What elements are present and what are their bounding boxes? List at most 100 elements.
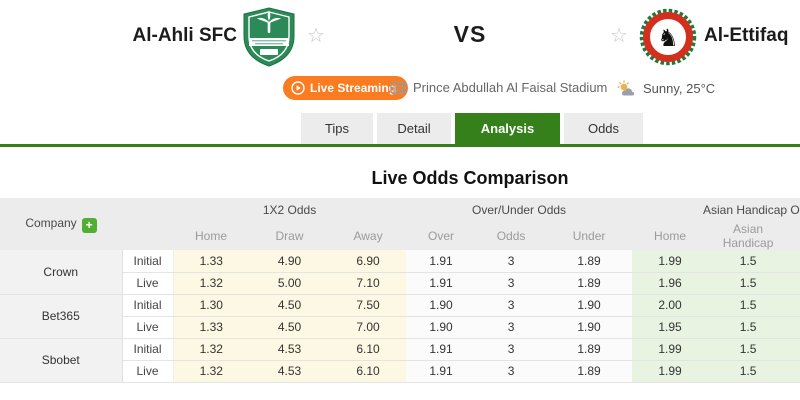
col-header-under: Under [546,222,633,250]
tab-odds[interactable]: Odds [564,113,643,144]
table-row-sbobet-live: Live 1.32 4.53 6.10 1.91 3 1.89 1.99 1.5 [0,360,800,383]
ahli-shield-icon [243,7,295,67]
stadium-icon [390,81,407,94]
odds-value: 6.10 [330,360,407,383]
ettifaq-badge-icon: ♞ [639,8,697,66]
odds-value: 5.00 [249,272,330,295]
odds-value: 3 [476,250,547,273]
odds-value: 1.5 [708,294,789,317]
odds-value: 3 [476,338,547,361]
table-row-sbobet-initial: Sbobet Initial 1.32 4.53 6.10 1.91 3 1.8… [0,338,800,383]
odds-value: 1.5 [708,360,789,383]
type-header [122,198,173,250]
vs-label: VS [453,21,487,47]
odds-value: 1.99 [632,360,709,383]
tab-tips[interactable]: Tips [301,113,373,144]
odds-value: 4.53 [249,360,330,383]
odds-value: 6.10 [330,338,407,361]
odds-value: 4.50 [249,294,330,317]
weather-info: Sunny, 25°C [617,80,715,96]
odds-value: 3 [476,316,547,339]
away-favorite-star-icon[interactable]: ☆ [610,25,628,47]
live-streaming-button[interactable]: Live Streaming [283,76,409,100]
odds-value: 1.32 [173,272,249,295]
row-type: Live [122,360,174,383]
company-header-label: Company [25,215,77,230]
odds-value: 1.95 [632,316,709,339]
odds-value: 1.90 [406,294,477,317]
company-name-sbobet: Sbobet [0,338,123,383]
odds-value: 1.32 [173,338,249,361]
live-odds-table: Company + 1X2 Odds Over/Under Odds Asian … [0,198,800,383]
col-header-home: Home [173,222,249,250]
odds-value: 3 [476,272,547,295]
odds-value: 1.33 [173,250,249,273]
away-team-name: Al-Ettifaq [704,25,789,46]
group-header-over-under: Over/Under Odds [406,198,633,222]
home-favorite-star-icon[interactable]: ☆ [307,25,325,47]
tab-analysis[interactable]: Analysis [455,113,560,144]
odds-value: 7.10 [330,272,407,295]
odds-value: 7.50 [330,294,407,317]
odds-value: 4.50 [249,316,330,339]
row-type: Initial [122,338,174,361]
odds-value: 1.91 [406,250,477,273]
home-team-logo [241,7,297,67]
group-header-asian-handicap: Asian Handicap Odds [632,198,800,222]
odds-value: 1.91 [406,338,477,361]
company-name-bet365: Bet365 [0,294,123,339]
table-row-bet365-live: Live 1.33 4.50 7.00 1.90 3 1.90 1.95 1.5 [0,316,800,339]
odds-value: 1.91 [406,272,477,295]
odds-value: 1.90 [406,316,477,339]
odds-value: 1.90 [546,316,633,339]
table-sub-header-row: Home Draw Away Over Odds Under Home Asia… [0,222,800,250]
odds-value: 1.89 [546,250,633,273]
odds-value: 1.33 [173,316,249,339]
table-row-crown-live: Live 1.32 5.00 7.10 1.91 3 1.89 1.96 1.5 [0,272,800,295]
odds-value: 4.53 [249,338,330,361]
row-type: Live [122,316,174,339]
odds-value: 3 [476,360,547,383]
odds-value: 2.00 [632,294,709,317]
weather-sunny-icon [617,80,635,96]
odds-value: 1.32 [173,360,249,383]
active-tab-underline [0,144,800,147]
odds-value-cut [788,338,800,361]
tab-detail[interactable]: Detail [377,113,451,144]
col-header-ah-line: Asian Handicap [708,222,789,250]
odds-value: 3 [476,294,547,317]
odds-value: 1.5 [708,250,789,273]
col-header-odds: Odds [476,222,547,250]
weather-label: Sunny, 25°C [643,80,716,96]
odds-value: 1.99 [632,250,709,273]
col-header-draw: Draw [249,222,330,250]
odds-value: 1.5 [708,316,789,339]
col-header-ah-home: Home [632,222,709,250]
odds-value: 1.30 [173,294,249,317]
odds-value: 1.5 [708,272,789,295]
col-header-ah-cut [788,222,800,250]
table-group-header-row: Company + 1X2 Odds Over/Under Odds Asian … [0,198,800,250]
home-team-name: Al-Ahli SFC [132,25,238,46]
odds-value-cut [788,294,800,317]
section-title: Live Odds Comparison [371,168,569,188]
odds-value: 4.90 [249,250,330,273]
odds-value: 7.00 [330,316,407,339]
col-header-over: Over [406,222,477,250]
row-type: Live [122,272,174,295]
odds-value: 6.90 [330,250,407,273]
company-name-crown: Crown [0,250,123,295]
row-type: Initial [122,294,174,317]
odds-value: 1.99 [632,338,709,361]
odds-value: 1.89 [546,338,633,361]
odds-value: 1.90 [546,294,633,317]
venue-info: Prince Abdullah Al Faisal Stadium [390,80,607,95]
odds-value: 1.5 [708,338,789,361]
odds-value-cut [788,316,800,339]
away-team-logo: ♞ [639,8,697,66]
add-company-button[interactable]: + [81,217,97,233]
odds-value-cut [788,250,800,273]
col-header-away: Away [330,222,407,250]
live-streaming-label: Live Streaming [310,81,397,95]
